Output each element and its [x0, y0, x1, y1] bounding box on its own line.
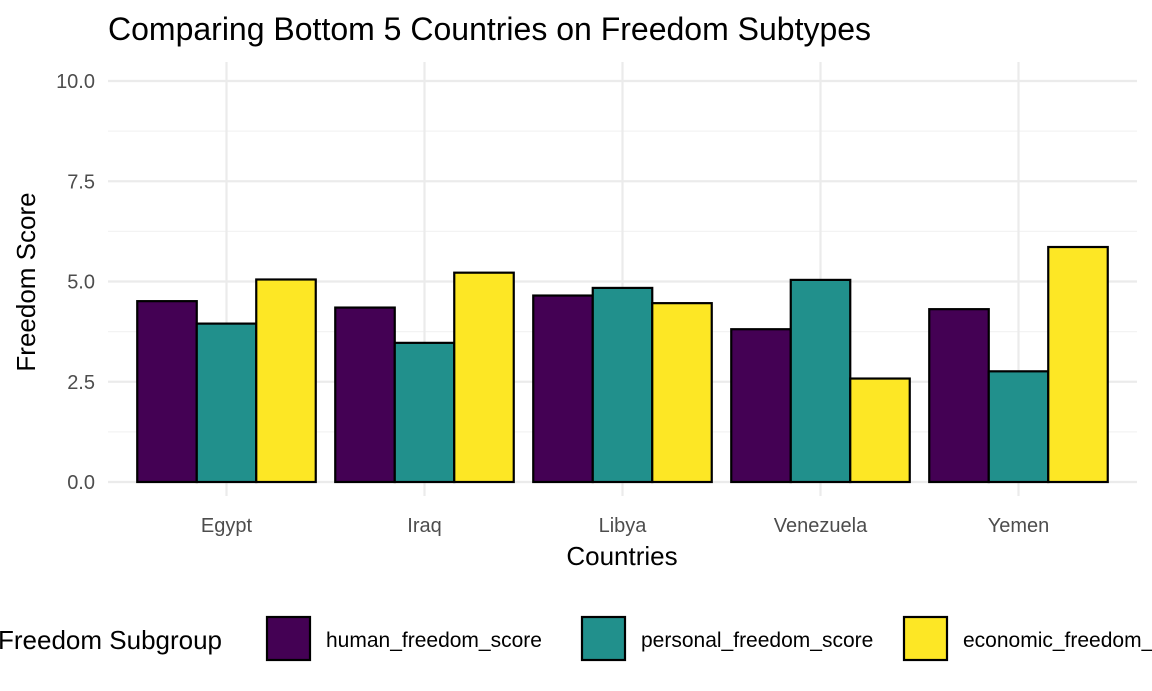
y-axis-title: Freedom Score: [11, 192, 41, 371]
bar-personal_freedom_score-yemen: [987, 370, 1050, 484]
bar-human_freedom_score-venezuela: [730, 328, 792, 484]
y-tick-label: 7.5: [67, 171, 95, 193]
bar-human_freedom_score-iraq: [334, 306, 396, 484]
legend: Freedom Subgroup human_freedom_score pers…: [0, 615, 1152, 662]
x-tick-label: Libya: [599, 515, 648, 537]
y-tick-label: 2.5: [67, 372, 95, 394]
x-axis-title: Countries: [566, 541, 677, 571]
bar-personal_freedom_score-venezuela: [789, 278, 852, 484]
bar-human_freedom_score-egypt: [136, 300, 198, 484]
x-axis-ticks: Egypt Iraq Libya Venezuela Yemen: [201, 515, 1049, 537]
bar-economic_freedom_score-venezuela: [849, 377, 911, 484]
bar-personal_freedom_score-libya: [591, 286, 654, 484]
legend-label: human_freedom_score: [326, 629, 542, 652]
bar-economic_freedom_score-iraq: [453, 271, 515, 484]
bar-personal_freedom_score-iraq: [393, 341, 456, 484]
y-tick-label: 10.0: [56, 71, 95, 93]
bars: [136, 245, 1109, 484]
x-tick-label: Egypt: [201, 515, 253, 537]
bar-personal_freedom_score-egypt: [195, 322, 258, 484]
x-tick-label: Venezuela: [774, 515, 868, 537]
legend-label: economic_freedom_score: [963, 629, 1152, 652]
y-axis-ticks: 0.0 2.5 5.0 7.5 10.0: [56, 71, 95, 494]
legend-key-personal_freedom_score: [580, 615, 627, 662]
x-tick-label: Iraq: [407, 515, 441, 537]
y-tick-label: 5.0: [67, 272, 95, 294]
chart-title: Comparing Bottom 5 Countries on Freedom …: [108, 11, 871, 47]
legend-label: personal_freedom_score: [641, 629, 873, 652]
bar-human_freedom_score-yemen: [928, 308, 990, 484]
bar-economic_freedom_score-yemen: [1047, 245, 1109, 484]
bar-economic_freedom_score-libya: [651, 302, 713, 484]
x-tick-label: Yemen: [988, 515, 1050, 537]
legend-key-economic_freedom_score: [902, 615, 949, 662]
bar-human_freedom_score-libya: [532, 294, 594, 484]
legend-title: Freedom Subgroup: [0, 625, 222, 655]
y-tick-label: 0.0: [67, 472, 95, 494]
legend-key-human_freedom_score: [265, 615, 312, 662]
bar-economic_freedom_score-egypt: [255, 278, 317, 484]
